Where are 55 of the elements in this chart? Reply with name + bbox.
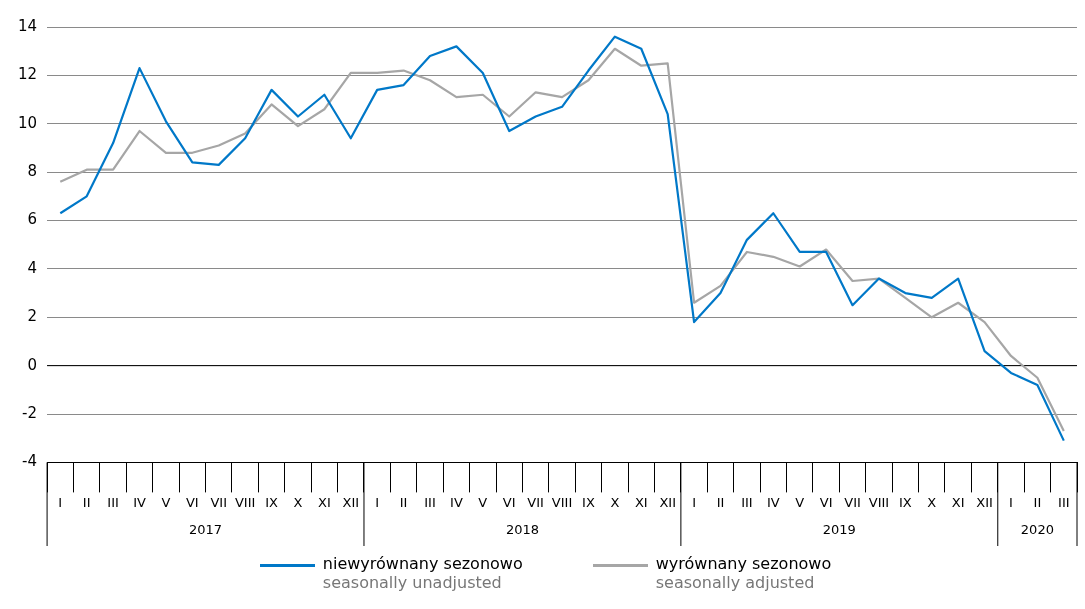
x-tick-label: I [58, 494, 63, 510]
x-tick-label: V [795, 494, 805, 510]
x-tick-label: V [478, 494, 488, 510]
x-tick-label: III [107, 494, 119, 510]
x-tick-label: XII [659, 494, 676, 510]
x-tick-label: II [716, 494, 725, 510]
x-tick-label: XI [634, 494, 648, 510]
x-tick-label: VII [527, 494, 544, 510]
x-tick-label: VIII [868, 494, 890, 510]
x-tick-label: X [610, 494, 620, 510]
x-tick-label: I [692, 494, 697, 510]
x-tick-label: XI [318, 494, 331, 510]
y-tick-label: 2 [27, 307, 38, 326]
x-tick-label: IX [898, 494, 912, 510]
x-tick-label: V [161, 494, 171, 510]
x-tick-label: XI [951, 494, 965, 510]
text: 2020 [1020, 522, 1054, 538]
y-tick-label: 4 [27, 258, 38, 277]
y-tick-label: 6 [27, 210, 38, 229]
x-tick-label: III [741, 494, 753, 510]
y-tick-label: -2 [22, 403, 38, 422]
x-tick-label: IV [766, 494, 780, 510]
legend-label: wyrównany sezonowo seasonally adjusted [655, 554, 832, 592]
legend-label: niewyrównany sezonowo seasonally unadjusted [322, 554, 523, 592]
x-tick-label: VII [844, 494, 861, 510]
x-tick-label: IX [265, 494, 279, 510]
x-tick-label: I [1009, 494, 1013, 510]
x-tick-label: VIII [551, 494, 573, 510]
x-tick-label: III [1058, 494, 1070, 510]
x-tick-label: X [293, 494, 303, 510]
x-tick-label: VI [185, 494, 199, 510]
x-tick-label: XII [342, 494, 360, 510]
x-tick-label: VIII [234, 494, 256, 510]
y-tick-label: 10 [17, 113, 38, 132]
text: 2017 [188, 522, 223, 538]
x-tick-label: XII [976, 494, 993, 510]
text: 2019 [822, 522, 856, 538]
x-tick-label: III [424, 494, 436, 510]
x-tick-label: II [1033, 494, 1042, 510]
x-tick-label: VI [819, 494, 833, 510]
x-tick-label: IV [133, 494, 146, 510]
x-tick-label: IV [450, 494, 463, 510]
x-tick-label: II [82, 494, 91, 510]
x-tick-label: IX [582, 494, 595, 510]
text: 2018 [505, 522, 539, 538]
y-tick-label: 14 [17, 16, 38, 35]
x-tick-label: VII [210, 494, 228, 510]
y-tick-label: 8 [27, 162, 38, 181]
y-tick-label: 0 [27, 355, 38, 374]
x-tick-label: VI [502, 494, 516, 510]
y-tick-label: -4 [22, 452, 38, 471]
x-tick-label: X [927, 494, 937, 510]
x-tick-label: I [375, 494, 380, 510]
y-tick-label: 12 [17, 65, 38, 84]
x-tick-label: II [399, 494, 408, 510]
